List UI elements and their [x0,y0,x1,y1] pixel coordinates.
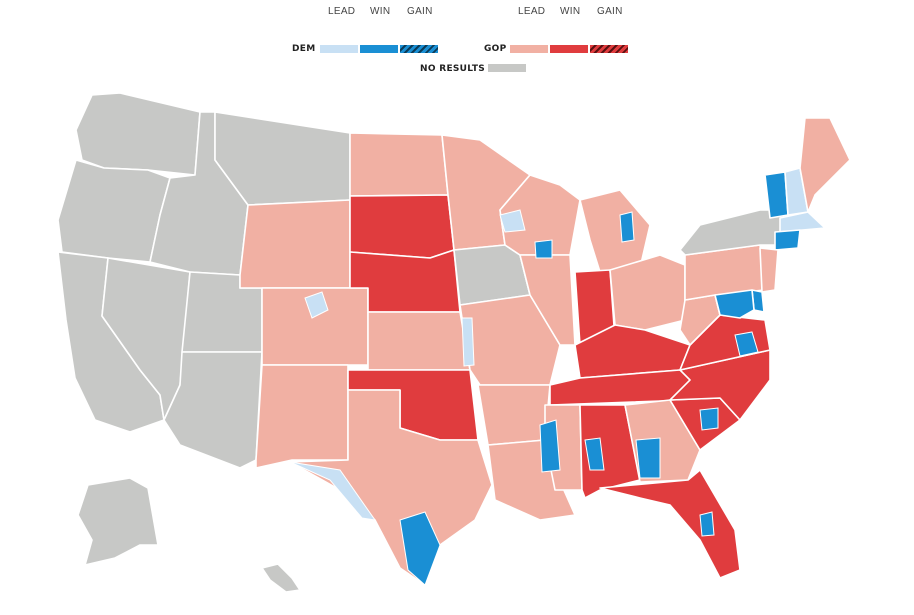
state-SD[interactable] [349,194,455,259]
state-MA[interactable] [779,211,826,233]
no-results-swatch [488,64,526,72]
dem-gain-swatch [400,45,438,53]
state-VT[interactable] [764,171,789,219]
state-AR[interactable] [477,384,551,446]
district-nc-dem-win[interactable] [699,407,719,431]
district-mi-dem-win[interactable] [619,211,635,243]
state-MD[interactable] [714,289,755,319]
state-NC[interactable] [669,349,771,421]
district-al-dem-win[interactable] [584,437,605,471]
gop-gain-heading: GAIN [597,6,623,17]
map-legend: LEAD WIN GAIN DEM LEAD WIN GAIN GOP NO R… [0,0,914,80]
state-ME[interactable] [799,117,851,213]
district-ga-dem-win[interactable] [635,437,661,479]
dem-gain-heading: GAIN [407,6,433,17]
state-AK[interactable] [77,477,159,566]
gop-party-label: GOP [484,44,507,54]
state-HI[interactable] [261,563,301,593]
district-tx-dem-win[interactable] [399,511,441,586]
gop-win-heading: WIN [560,6,581,17]
district-il-dem-win[interactable] [534,239,553,259]
state-OH[interactable] [609,254,686,331]
district-tx-dem-lead[interactable] [289,461,377,521]
dem-lead-swatch [320,45,358,53]
gop-gain-swatch [590,45,628,53]
district-va-dem-win[interactable] [734,331,759,357]
district-co-dem-lead[interactable] [304,291,329,319]
dem-win-heading: WIN [370,6,391,17]
state-WA[interactable] [75,92,201,176]
state-KS[interactable] [367,311,471,371]
dem-lead-heading: LEAD [328,6,356,17]
state-WI[interactable] [499,174,581,256]
state-ND[interactable] [349,132,449,197]
district-fl-dem-win[interactable] [699,511,715,537]
gop-win-swatch [550,45,588,53]
district-mn-dem-lead[interactable] [499,209,526,233]
state-FL[interactable] [599,469,741,579]
gop-lead-heading: LEAD [518,6,546,17]
state-WY[interactable] [239,199,351,289]
dem-party-label: DEM [292,44,316,54]
district-ms-dem-win[interactable] [539,419,561,473]
state-CT[interactable] [774,229,801,251]
gop-lead-swatch [510,45,548,53]
state-IL[interactable] [519,254,576,346]
dem-win-swatch [360,45,398,53]
no-results-label: NO RESULTS [420,64,486,74]
district-ks-dem-lead[interactable] [461,317,475,367]
state-NJ[interactable] [759,247,779,293]
state-MI[interactable] [579,189,651,273]
state-NM[interactable] [255,364,349,469]
